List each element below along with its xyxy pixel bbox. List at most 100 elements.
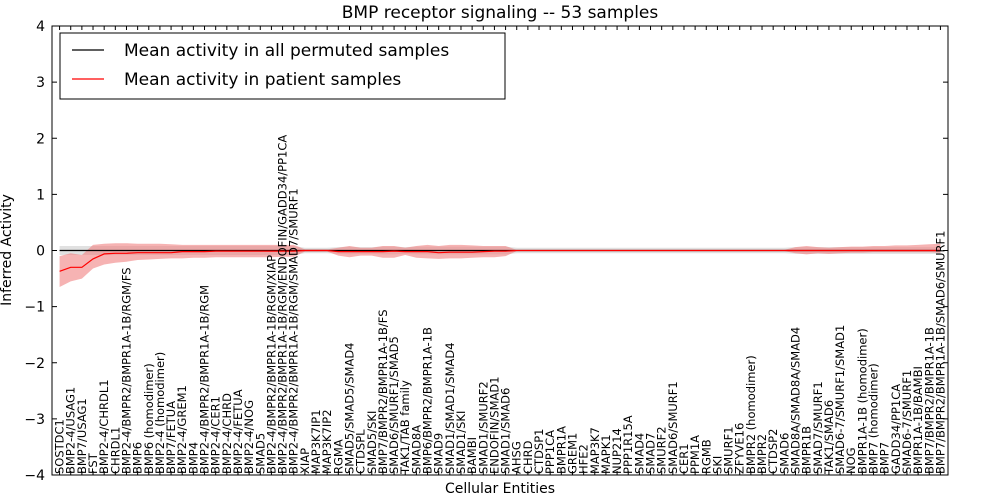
confidence-bands	[59, 243, 941, 287]
x-category-label: MAP3K7IP1	[309, 409, 323, 474]
x-category-label: SMAD7	[644, 433, 658, 474]
x-category-label: SMAD4	[632, 433, 646, 474]
x-category-label: SMAD5/SMAD5/SMAD4	[343, 342, 357, 474]
x-category-label: CTDSPL	[354, 429, 368, 474]
x-category-label: BMP2-4/BMPR2/BMPR1A-1B/RGM/FS	[120, 267, 134, 474]
x-category-label: GADD34/PP1CA	[889, 384, 903, 474]
x-category-label: BMPR1B	[800, 426, 814, 474]
x-category-label: RGMB	[699, 439, 713, 474]
y-tick-label: −2	[24, 356, 45, 372]
y-tick-label: 1	[36, 187, 45, 203]
x-category-label: BMP6 (homodimer)	[142, 363, 156, 474]
x-category-label: CHRDL1	[108, 427, 122, 474]
x-category-label: MAPK1	[599, 434, 613, 474]
x-category-label: BMPR1A-1B/BAMBI	[911, 366, 925, 474]
y-tick-label: −3	[24, 412, 45, 428]
x-category-label: SMAD5/SKI	[365, 411, 379, 474]
x-category-label: BMP7/BMPR2/BMPR1A-1B	[922, 327, 936, 474]
x-category-label: BMP7/USAG1	[75, 398, 89, 474]
legend-entry-patient: Mean activity in patient samples	[124, 70, 401, 90]
x-category-label: CTDSP1	[532, 429, 546, 474]
x-category-label: BMP7/BMPR2/BMPR1A-1B/SMAD6/SMURF1	[933, 231, 947, 474]
x-category-label: BMP2-4 (homodimer)	[153, 352, 167, 474]
x-category-label: BMP7	[878, 442, 892, 474]
x-category-label: SOSTDC1	[53, 419, 67, 474]
x-category-label: BMP2-4/CER1	[209, 396, 223, 474]
x-category-label: MAP3K7IP2	[320, 409, 334, 474]
x-category-label: SMAD5	[253, 433, 267, 474]
x-category-label: SMAD6/SMURF1	[666, 381, 680, 474]
x-category-label: AHSG	[510, 441, 524, 474]
x-category-label: SMURF2	[655, 426, 669, 474]
x-axis-category-labels: SOSTDC1BMP2-4/USAG1BMP7/USAG1FSTBMP2-4/C…	[53, 26, 947, 475]
x-category-label: SMAD8A	[409, 425, 423, 474]
y-tick-label: −1	[24, 300, 45, 316]
x-category-label: BMP7/FETUA	[164, 401, 178, 474]
x-category-label: TAK1/TAB family	[398, 380, 412, 475]
x-category-label: NOG	[844, 447, 858, 474]
x-category-label: PPM1A	[688, 435, 702, 474]
patient-confidence-band	[59, 243, 941, 287]
x-category-label: BMP2-4/FETUA	[231, 389, 245, 474]
legend-box	[59, 32, 506, 100]
x-category-label: GREM1	[566, 433, 580, 474]
x-category-label: BMP2-4/BMPR2/BMPR1A-1B/RGM/XIAP	[264, 255, 278, 474]
chart-title: BMP receptor signaling -- 53 samples	[342, 3, 659, 23]
series-lines	[59, 249, 941, 272]
x-category-label: XIAP	[298, 448, 312, 474]
x-category-label: PPP1CA	[543, 430, 557, 474]
x-category-label: SMAD1/SKI	[454, 411, 468, 474]
legend-entry-permuted: Mean activity in all permuted samples	[124, 41, 449, 61]
x-category-label: BMP4	[186, 442, 200, 474]
y-tick-label: 4	[36, 19, 45, 35]
x-category-label: ZFYVE16	[733, 423, 747, 474]
x-category-label: SMAD6-7/SMURF1/SMAD1	[833, 325, 847, 474]
x-category-label: SMAD6-7/SMURF1	[900, 370, 914, 474]
x-axis-label: Cellular Entities	[445, 481, 555, 497]
x-category-label: SMURF1	[722, 426, 736, 474]
x-category-label: BMP2-4/NOG	[242, 400, 256, 474]
x-category-label: HFE2	[577, 444, 591, 474]
x-category-label: SMAD1/SMAD1/SMAD4	[443, 342, 457, 474]
x-category-label: BMP2-4/CHRDL1	[97, 379, 111, 474]
x-category-label: SMAD9	[432, 433, 446, 474]
y-axis: −4 −3 −2 −1 0 1 2 3 4	[24, 19, 948, 484]
legend: Mean activity in all permuted samples Me…	[59, 32, 506, 100]
x-category-label: BMP2-4/CHRD	[220, 393, 234, 474]
x-category-label: SKI	[710, 456, 724, 474]
x-category-label: NUP214	[610, 428, 624, 474]
x-category-label: FST	[86, 452, 100, 474]
x-category-label: MAP3K7	[588, 427, 602, 474]
x-category-label: CTDSP2	[766, 429, 780, 474]
x-category-label: SMAD1/SMAD6	[499, 388, 513, 474]
x-category-label: BMP2-4/BMPR2/BMPR1A-1B/RGM	[198, 285, 212, 474]
y-tick-label: 2	[36, 131, 45, 147]
x-category-label: BMP7 (homodimer)	[867, 363, 881, 474]
x-category-label: BMP6/BMPR2/BMPR1A-1B	[421, 327, 435, 474]
y-axis-label: Inferred Activity	[0, 194, 15, 306]
x-category-label: BMP2-4/BMPR2/BMPR1A-1B/RGM/ENDOFIN/GADD3…	[276, 135, 290, 474]
x-category-label: CER1	[677, 443, 691, 474]
x-category-label: BMPR2 (homodimer)	[744, 355, 758, 474]
patient-mean-line	[59, 249, 941, 272]
x-category-label: BMPR1A	[554, 426, 568, 474]
x-category-label: BMP2-4/USAG1	[64, 387, 78, 474]
y-tick-label: 3	[36, 75, 45, 91]
x-category-label: BMP7/BMPR2/BMPR1A-1B/FS	[376, 309, 390, 473]
x-category-label: BMPR1A-1B (homodimer)	[855, 328, 869, 474]
x-category-label: PPP1R15A	[621, 415, 635, 474]
x-category-label: SMAD6	[777, 433, 791, 474]
x-category-label: SMAD1/SMURF2	[476, 381, 490, 474]
x-category-label: BAMBI	[465, 437, 479, 474]
x-category-label: ENDOFIN/SMAD1	[487, 376, 501, 474]
x-category-label: SMAD6/SMURF1/SMAD5	[387, 336, 401, 474]
x-category-label: BMPR2	[755, 434, 769, 474]
x-category-label: TAK1/SMAD6	[822, 400, 836, 475]
x-category-label: BMP2-4/GREM1	[175, 385, 189, 474]
x-category-label: RGMA	[331, 439, 345, 474]
y-tick-label: −4	[24, 468, 45, 484]
x-category-label: SMAD8A/SMAD8A/SMAD4	[789, 327, 803, 474]
x-category-label: CHRD	[521, 440, 535, 474]
x-category-label: SMAD7/SMURF1	[811, 381, 825, 474]
